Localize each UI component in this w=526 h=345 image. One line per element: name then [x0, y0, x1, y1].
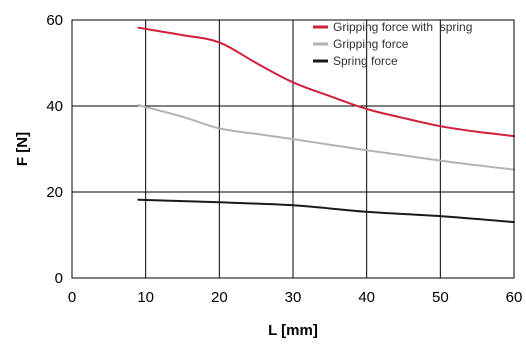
- series-line-spring-force: [137, 198, 515, 224]
- y-tick-label: 0: [55, 270, 63, 287]
- x-axis-title: L [mm]: [268, 322, 318, 339]
- x-tick-label: 0: [68, 289, 76, 306]
- series-line-gripping-force-with-spring: [137, 26, 515, 138]
- x-tick-label: 20: [211, 289, 228, 306]
- x-tick-label: 40: [358, 289, 375, 306]
- x-tick-labels: 0 10 20 30 40 50 60: [68, 289, 523, 306]
- x-tick-label: 30: [285, 289, 302, 306]
- legend-label: Gripping force with spring: [333, 20, 472, 34]
- y-tick-labels: 0 20 40 60: [46, 12, 63, 287]
- legend-entry-gripping-force: Gripping force: [313, 37, 409, 51]
- legend: Gripping force with spring Gripping force…: [313, 20, 472, 68]
- series-line-gripping-force: [137, 104, 515, 171]
- x-tick-label: 60: [506, 289, 523, 306]
- y-tick-label: 40: [46, 98, 63, 115]
- plot-frame: [71, 19, 515, 279]
- y-axis-title: F [N]: [14, 132, 31, 166]
- legend-label: Spring force: [333, 54, 398, 68]
- series-lines: [137, 26, 515, 224]
- legend-entry-gripping-force-with-spring: Gripping force with spring: [313, 20, 472, 34]
- y-tick-label: 20: [46, 184, 63, 201]
- y-tick-label: 60: [46, 12, 63, 29]
- legend-entry-spring-force: Spring force: [313, 54, 398, 68]
- x-tick-label: 50: [432, 289, 449, 306]
- legend-label: Gripping force: [333, 37, 409, 51]
- grid-lines: [72, 20, 514, 278]
- x-tick-label: 10: [137, 289, 154, 306]
